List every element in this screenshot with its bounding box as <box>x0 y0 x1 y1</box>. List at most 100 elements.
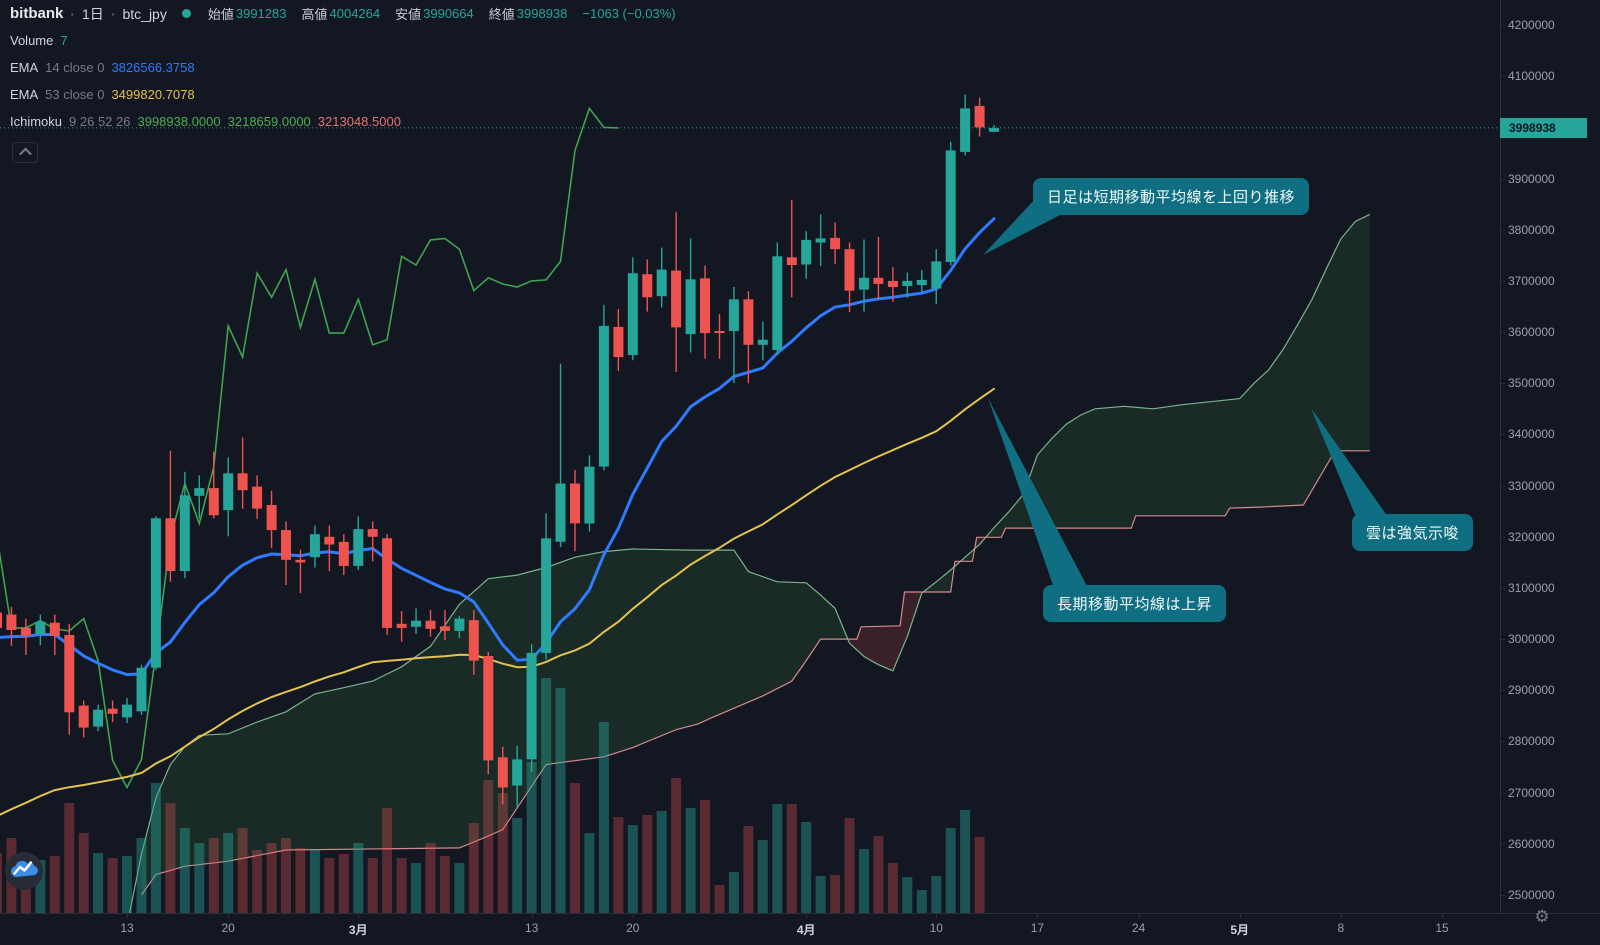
candle-body <box>714 331 725 333</box>
candle-body <box>439 626 450 631</box>
candle-body <box>64 635 75 713</box>
volume-bar <box>150 783 161 913</box>
candle-body <box>497 757 508 788</box>
price-axis-label: 3700000 <box>1508 273 1555 288</box>
axis-separator-horizontal <box>0 913 1600 914</box>
volume-bar <box>64 803 75 913</box>
candle-body <box>454 618 465 631</box>
volume-legend-row[interactable]: Volume 7 <box>10 33 68 48</box>
separator: · <box>70 5 76 22</box>
ema14-legend-row[interactable]: EMA 14 close 0 3826566.3758 <box>10 60 195 75</box>
candle-body <box>6 614 17 630</box>
volume-bar <box>555 688 566 913</box>
price-axis-tick <box>1501 843 1505 845</box>
exchange-name[interactable]: bitbank <box>10 5 64 22</box>
volume-bar <box>873 836 884 913</box>
price-axis[interactable]: 3998938 4200000 4100000 3900000 3800000 3700… <box>1500 0 1600 913</box>
settings-gear-icon[interactable]: ⚙ <box>1534 907 1550 926</box>
volume-bar <box>584 833 595 913</box>
price-axis-label: 3100000 <box>1508 580 1555 595</box>
senkou-span-b-line <box>141 450 1370 896</box>
candle-body <box>252 486 263 509</box>
candle-body <box>281 530 291 560</box>
separator: · <box>110 5 116 22</box>
candle-body <box>728 299 739 331</box>
candle-body <box>483 656 494 761</box>
candle-body <box>295 559 306 563</box>
time-axis-label: 10 <box>929 921 943 935</box>
candle-body <box>150 518 161 668</box>
price-axis-label: 3900000 <box>1508 171 1555 186</box>
price-axis-tick <box>1501 741 1505 743</box>
time-axis-label: 20 <box>626 921 640 935</box>
candle-body <box>598 325 609 467</box>
price-axis-tick <box>1501 485 1505 487</box>
time-axis-label: 13 <box>120 921 134 935</box>
candle-body <box>353 529 364 566</box>
volume-bar <box>281 838 291 913</box>
candle-body <box>223 473 234 511</box>
bitbank-logo[interactable] <box>5 852 43 890</box>
time-axis-tick <box>632 914 634 918</box>
time-axis-tick <box>806 914 808 918</box>
volume-bar <box>801 822 812 913</box>
callout-annotation[interactable]: 雲は強気示唆 <box>1352 514 1474 551</box>
kumo-cloud-bearish <box>847 592 924 671</box>
candle-body <box>208 488 219 516</box>
price-axis-label: 3300000 <box>1508 478 1555 493</box>
callout-tail <box>1311 408 1388 517</box>
ema53-legend-row[interactable]: EMA 53 close 0 3499820.7078 <box>10 87 195 102</box>
candle-body <box>179 495 190 571</box>
volume-bar <box>526 762 537 913</box>
legend-collapse-button[interactable] <box>12 142 38 163</box>
candle-body <box>367 529 378 537</box>
volume-bar <box>468 823 479 913</box>
time-axis-label: 20 <box>221 921 235 935</box>
candle-body <box>122 704 132 718</box>
callout-annotation[interactable]: 長期移動平均線は上昇 <box>1043 585 1227 622</box>
callout-annotation[interactable]: 日足は短期移動平均線を上回り推移 <box>1033 178 1310 215</box>
symbol-row[interactable]: bitbank · 1日 · btc_jpy 始値 3991283 高値 400… <box>10 0 676 27</box>
volume-bar <box>642 815 653 913</box>
time-axis-tick <box>127 914 129 918</box>
candle-body <box>902 280 913 286</box>
candle-body <box>801 239 812 265</box>
candle-body <box>685 279 696 335</box>
ichimoku-legend-row[interactable]: Ichimoku 9 26 52 26 3998938.0000 3218659… <box>10 114 401 129</box>
candle-body <box>136 667 147 712</box>
price-axis-tick <box>1501 76 1505 78</box>
volume-bar <box>916 890 927 913</box>
volume-value: 7 <box>60 33 68 48</box>
volume-bar <box>237 828 248 913</box>
time-axis-label: 4月 <box>796 923 816 937</box>
chevron-up-icon <box>18 147 32 161</box>
time-axis-label: 15 <box>1435 921 1449 935</box>
time-axis-tick <box>358 914 360 918</box>
candle-body <box>93 709 104 727</box>
volume-bar <box>700 800 710 913</box>
time-axis-tick <box>531 914 533 918</box>
candlestick-chart[interactable] <box>0 0 1500 913</box>
price-axis-label: 3500000 <box>1508 376 1555 391</box>
price-axis-label: 2800000 <box>1508 734 1555 749</box>
volume-bar <box>223 833 234 913</box>
interval-selector[interactable]: 1日 <box>82 5 104 22</box>
volume-bar <box>931 876 942 913</box>
candle-body <box>772 256 783 350</box>
time-axis[interactable]: 13 20 3月 13 20 4月 10 17 24 5月 8 15 <box>0 914 1500 945</box>
price-change: −1063 (−0.03%) <box>582 6 676 21</box>
price-axis-label: 2600000 <box>1508 836 1555 851</box>
time-axis-label: 8 <box>1337 921 1345 935</box>
time-axis-tick <box>1239 914 1241 918</box>
volume-bar <box>266 843 277 913</box>
candle-body <box>237 473 248 491</box>
last-price-badge[interactable]: 3998938 <box>1500 117 1587 138</box>
volume-bar <box>338 854 349 913</box>
volume-bar <box>324 858 335 913</box>
volume-bar <box>122 856 132 913</box>
candle-body <box>411 620 421 627</box>
candle-body <box>873 277 884 284</box>
symbol-name[interactable]: btc_jpy <box>122 5 167 22</box>
ohlc-open: 始値 3991283 <box>207 6 287 22</box>
